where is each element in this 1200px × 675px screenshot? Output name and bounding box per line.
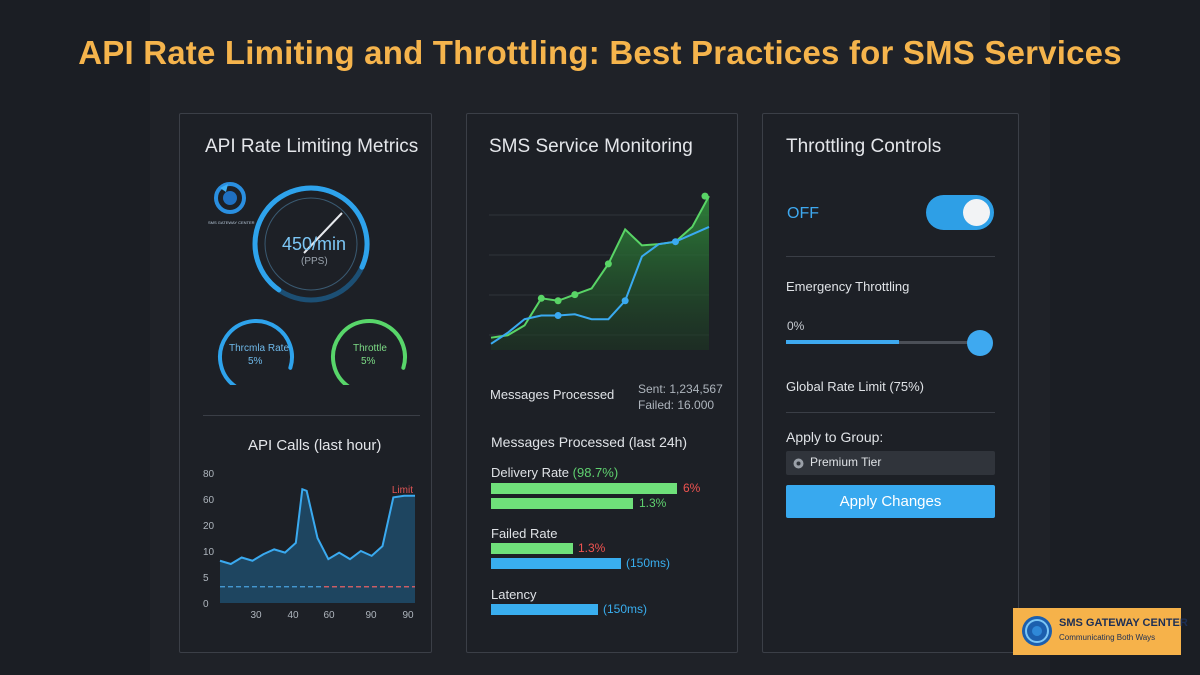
sms-logo-icon: [214, 182, 246, 214]
monitoring-chart: [489, 192, 710, 350]
throttle-rate-label: Thrcmla Rate: [229, 343, 290, 354]
green-point: [554, 297, 562, 305]
green-area: [491, 196, 709, 350]
y-tick-label: 80: [203, 469, 215, 480]
green-point: [701, 192, 709, 200]
x-tick-label: 30: [250, 610, 262, 621]
throttle-arc: [331, 319, 407, 385]
failed-rate-red-value: 1.3%: [578, 541, 606, 555]
emergency-throttling-label: Emergency Throttling: [786, 279, 910, 294]
delivery-bar-2: [491, 498, 633, 509]
api-calls-line: [219, 487, 415, 566]
monitoring-panel-title: SMS Service Monitoring: [489, 136, 693, 157]
delivery-bar-1: [491, 483, 677, 494]
sent-count: Sent: 1,234,567: [638, 382, 723, 396]
page-title: API Rate Limiting and Throttling: Best P…: [78, 34, 1122, 71]
delivery-red-value: 6%: [683, 481, 701, 495]
apply-changes-button[interactable]: Apply Changes: [786, 485, 995, 518]
controls-divider-1: [786, 256, 995, 257]
api-calls-area: [220, 489, 415, 603]
green-point: [571, 291, 579, 299]
rate-slider-fill: [786, 340, 899, 344]
blue-point: [554, 312, 562, 320]
brand-name: SMS GATEWAY CENTER: [1059, 617, 1188, 629]
x-tick-label: 60: [323, 610, 335, 621]
metrics-panel-title: API Rate Limiting Metrics: [205, 136, 419, 157]
api-calls-title: API Calls (last hour): [248, 437, 382, 454]
metrics-divider: [203, 415, 420, 416]
failed-bar-blue: [491, 558, 621, 569]
gauge-needle: [303, 212, 343, 254]
group-select-value: Premium Tier: [810, 455, 882, 469]
y-tick-label: 20: [203, 521, 215, 532]
throttle-gauge: [331, 319, 407, 385]
y-tick-label: 10: [203, 547, 215, 558]
main-gauge-arc: [252, 185, 370, 303]
slider-value: 0%: [787, 319, 805, 333]
toggle-state-label: OFF: [787, 205, 819, 222]
latency-label: Latency: [491, 587, 537, 602]
rate-slider-thumb[interactable]: [967, 330, 993, 356]
failed-rate-blue-value: (150ms): [626, 556, 671, 570]
messages-24h-label: Messages Processed (last 24h): [491, 434, 688, 450]
throttling-toggle[interactable]: [926, 195, 994, 230]
messages-processed-label: Messages Processed: [490, 387, 615, 402]
blue-point: [621, 297, 629, 305]
group-select[interactable]: Premium Tier: [786, 451, 995, 475]
throttle-value: 5%: [361, 356, 376, 367]
brand-logo[interactable]: SMS GATEWAY CENTER Communicating Both Wa…: [1013, 608, 1188, 655]
main-gauge: [252, 185, 370, 303]
sms-logo-text: SMS GATEWAY CENTER: [208, 220, 255, 225]
failed-count: Failed: 16.000: [638, 398, 715, 412]
apply-group-label: Apply to Group:: [786, 429, 884, 445]
failed-rate-label: Failed Rate: [491, 526, 558, 541]
main-gauge-value: 450/min: [282, 234, 347, 254]
delivery-rate-label: Delivery Rate: [491, 465, 570, 480]
y-tick-label: 5: [203, 573, 209, 584]
delivery-rate-pct: (98.7%): [572, 465, 619, 480]
y-tick-label: 60: [203, 495, 215, 506]
x-tick-label: 90: [365, 610, 377, 621]
x-tick-label: 90: [402, 610, 414, 621]
latency-value: (150ms): [603, 602, 648, 616]
delivery-rate-row: Delivery Rate (98.7%): [491, 465, 618, 480]
limit-label: Limit: [392, 485, 413, 496]
failed-bar-green: [491, 543, 573, 554]
blue-point: [671, 238, 679, 246]
throttle-rate-value: 5%: [248, 356, 263, 367]
brand-globe-icon: [1022, 616, 1052, 646]
x-tick-label: 40: [287, 610, 299, 621]
throttle-rate-arc: [218, 319, 294, 385]
group-icon: [793, 458, 804, 469]
controls-divider-2: [786, 412, 995, 413]
api-calls-chart: 80 60 20 10 5 0 30 40 60 90 90 Limit: [203, 469, 415, 621]
throttle-label: Throttle: [353, 343, 387, 354]
toggle-knob: [963, 199, 990, 226]
throttle-rate-gauge: [218, 319, 294, 385]
latency-bar: [491, 604, 598, 615]
brand-tagline: Communicating Both Ways: [1059, 633, 1156, 642]
main-gauge-unit: (PPS): [301, 256, 328, 267]
y-tick-label: 0: [203, 599, 209, 610]
delivery-green-value: 1.3%: [639, 496, 667, 510]
global-rate-limit-label: Global Rate Limit (75%): [786, 379, 924, 394]
green-point: [537, 294, 545, 302]
controls-panel-title: Throttling Controls: [786, 136, 942, 157]
green-point: [604, 260, 612, 268]
